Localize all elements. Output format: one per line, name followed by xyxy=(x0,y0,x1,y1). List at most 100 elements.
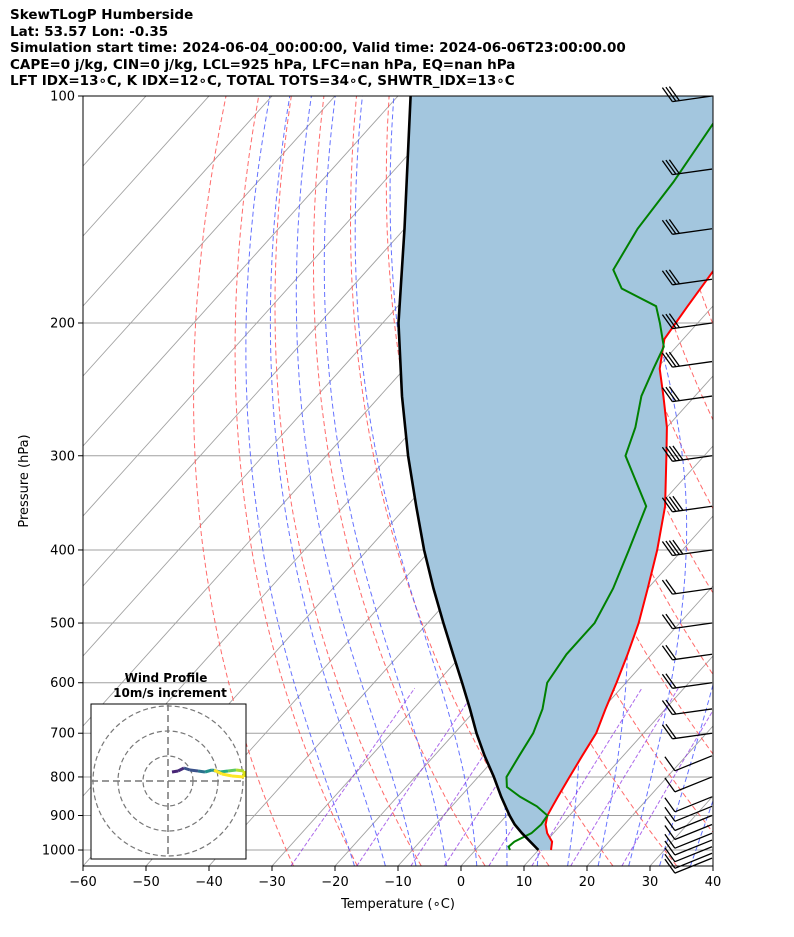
wind-barb xyxy=(661,495,713,513)
wind-barb-flag xyxy=(665,313,677,329)
x-axis-label: Temperature (∘C) xyxy=(340,897,455,912)
wind-barb xyxy=(664,846,713,863)
wind-barb-flag xyxy=(661,160,673,175)
wind-barb-flag xyxy=(664,756,676,772)
wind-barb-shaft xyxy=(674,823,713,841)
x-tick-label: −20 xyxy=(321,875,348,890)
hodograph-segment xyxy=(204,768,213,774)
wind-barb-flag xyxy=(664,797,676,813)
hodograph-segment xyxy=(213,768,223,776)
inset-rings xyxy=(91,704,246,859)
wind-barb xyxy=(661,386,713,403)
wind-barb-flag xyxy=(668,540,680,555)
isotherm-line xyxy=(334,445,713,866)
wind-barb-flag xyxy=(661,446,673,462)
dry-adiabat-line xyxy=(780,96,794,866)
isotherm-line xyxy=(83,96,210,237)
parcel-line xyxy=(397,96,540,851)
wind-barb-flag xyxy=(661,219,673,235)
hodograph-segment xyxy=(183,766,191,772)
dry-adiabat-line xyxy=(313,96,486,866)
wind-barb-shaft xyxy=(674,832,713,849)
wind-barb-flag xyxy=(665,723,677,739)
wind-barb-flag xyxy=(664,777,676,793)
wind-barb-flag xyxy=(661,700,673,715)
wind-barb-flag xyxy=(664,847,676,863)
wind-barb-shaft xyxy=(672,622,713,630)
isotherm-line xyxy=(83,96,84,97)
wind-barb-shaft xyxy=(672,587,713,595)
isotherm-line xyxy=(83,96,399,447)
wind-barb-flag xyxy=(668,445,680,461)
y-tick-label: 400 xyxy=(50,543,75,558)
inset-subtitle: 10m/s increment xyxy=(113,686,227,700)
wind-barb xyxy=(664,755,713,772)
wind-barb-flag xyxy=(661,497,673,513)
index-line: LFT IDX=13∘C, K IDX=12∘C, TOTAL TOTS=34∘… xyxy=(10,73,515,89)
wind-barb-flag xyxy=(661,270,673,286)
wind-barb-flag xyxy=(661,87,673,102)
moist-adiabat-line xyxy=(323,96,447,866)
location-line: Lat: 53.57 Lon: -0.35 xyxy=(10,23,169,40)
x-tick-label: −10 xyxy=(384,875,411,890)
dry-adiabat-line xyxy=(274,96,422,866)
dry-adiabat-line xyxy=(193,96,294,866)
mixing-ratio-line xyxy=(356,687,478,866)
wind-barb xyxy=(661,723,713,740)
isotherm-line xyxy=(586,725,713,866)
moist-adiabat-line xyxy=(245,96,355,866)
wind-barb-flag xyxy=(668,496,680,512)
wind-barb-flag xyxy=(661,645,673,661)
y-tick-label: 900 xyxy=(50,809,75,824)
wind-barb xyxy=(664,832,713,849)
y-axis-label: Pressure (hPa) xyxy=(17,434,32,527)
wind-barb-flag xyxy=(661,724,673,740)
wind-barb-flag xyxy=(664,833,676,849)
wind-barb-flag xyxy=(672,445,684,461)
wind-barb-flag xyxy=(668,86,680,101)
wind-barb-flag xyxy=(661,352,673,368)
x-tick-label: −50 xyxy=(132,875,159,890)
wind-barb xyxy=(664,805,713,822)
wind-barb-shaft xyxy=(674,846,713,863)
wind-barb-shaft xyxy=(674,805,713,822)
wind-barb xyxy=(664,814,713,832)
wind-barb-flag xyxy=(665,86,677,102)
wind-barb-flag xyxy=(664,840,676,856)
wind-barb-flag xyxy=(668,313,680,328)
x-tick-label: 10 xyxy=(516,875,533,890)
wind-barb xyxy=(661,159,713,176)
mixing-ratio-line xyxy=(443,687,561,866)
wind-barb-shaft xyxy=(674,796,713,813)
moist-adiabat-line xyxy=(354,96,478,866)
hodograph-segment xyxy=(221,772,233,778)
hodograph-segment xyxy=(177,766,185,773)
wind-barb xyxy=(664,823,713,841)
hodograph-segment xyxy=(189,768,199,773)
hodograph-segment xyxy=(227,768,237,773)
wind-barb-shaft xyxy=(674,755,713,772)
wind-barb xyxy=(661,351,713,368)
wind-barb-flag xyxy=(661,314,673,329)
wind-barb-shaft xyxy=(672,708,713,716)
dry-adiabat-line xyxy=(234,96,358,866)
time-line: Simulation start time: 2024-06-04_00:00:… xyxy=(10,40,626,56)
y-tick-label: 200 xyxy=(50,316,75,331)
isotherm-line xyxy=(523,655,713,866)
wind-barb-flag xyxy=(664,825,676,840)
y-tick-label: 500 xyxy=(50,617,75,632)
wind-barb-flag xyxy=(665,613,677,629)
wind-barb-flag xyxy=(665,352,677,367)
dewpoint-line xyxy=(505,122,713,851)
wind-barb xyxy=(661,539,713,557)
wind-barb-flag xyxy=(661,673,673,689)
moist-adiabat-line xyxy=(721,96,794,866)
x-tick-label: −30 xyxy=(258,875,285,890)
wind-barbs xyxy=(661,86,713,874)
wind-barb xyxy=(661,86,713,103)
wind-profile-inset: Wind Profile 10m/s increment xyxy=(90,671,247,860)
wind-barb-shaft xyxy=(672,682,713,689)
wind-barb-flag xyxy=(665,496,677,512)
wind-barb-shaft xyxy=(672,653,713,661)
wind-barb-flag xyxy=(665,159,677,175)
